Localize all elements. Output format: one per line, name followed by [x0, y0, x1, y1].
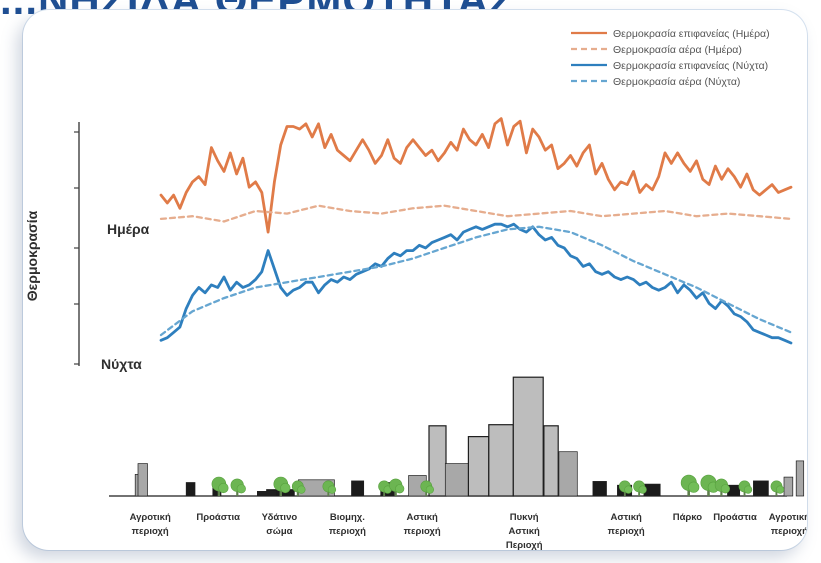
tree-trunk [327, 489, 330, 496]
zone-label-line: Αστική [611, 512, 643, 523]
legend-entry: Θερμοκρασία αέρα (Ημέρα) [613, 44, 742, 56]
legend-entry: Θερμοκρασία επιφανείας (Νύχτα) [613, 60, 768, 72]
water-body [257, 491, 276, 496]
tree-canopy [775, 485, 785, 494]
series-line-2 [159, 204, 793, 223]
zone-label: Πυκνή Αστική Περιοχή [506, 512, 543, 550]
zone-label-line: Βιομηχ. [330, 512, 365, 523]
tree-canopy [236, 484, 246, 494]
zone-label-line: Αγροτική [130, 512, 171, 523]
zone-label-line: Αστική [407, 512, 439, 523]
urban-heat-island-chart: Θερμοκρασία επιφανείας (Ημέρα) Θερμοκρασί… [24, 28, 807, 550]
night-label: Νύχτα [101, 356, 142, 372]
zone-label-line: περιοχή [329, 526, 366, 537]
tree-trunk [279, 488, 282, 496]
zone-label: Προάστια [713, 512, 757, 523]
zone-label-line: περιοχή [132, 526, 169, 537]
building [185, 482, 196, 497]
tree-trunk [638, 489, 641, 496]
building [428, 425, 447, 497]
city-profile-layer [109, 376, 805, 497]
tree-canopy [425, 485, 435, 494]
building [795, 460, 805, 497]
tree-canopy [280, 482, 291, 494]
zone-label: Υδάτινο σώμα [262, 512, 298, 537]
zone-label-line: Προάστια [196, 512, 240, 523]
zone-label-line: Υδάτινο [262, 512, 298, 523]
series-layer [159, 117, 793, 345]
zone-label-line: Πάρκο [673, 512, 703, 523]
tree-trunk [383, 489, 386, 496]
tree-canopy [624, 485, 633, 494]
building [783, 476, 794, 497]
tree-trunk [775, 489, 778, 496]
tree-trunk [296, 489, 299, 496]
tree-canopy [720, 484, 731, 494]
tree-canopy [297, 485, 306, 494]
series-line-3 [159, 222, 793, 345]
tree-trunk [394, 488, 397, 496]
zone-label-line: Προάστια [713, 512, 757, 523]
building [444, 463, 470, 497]
tree-trunk [743, 489, 746, 496]
day-label: Ημέρα [107, 221, 150, 237]
axis-layer [74, 122, 80, 366]
zone-label-line: περιοχή [771, 526, 807, 537]
legend: Θερμοκρασία επιφανείας (Ημέρα) Θερμοκρασί… [571, 28, 770, 88]
building [488, 424, 514, 497]
tree-trunk [217, 488, 221, 496]
zone-label: Αγροτική περιοχή [130, 512, 171, 537]
tree-trunk [707, 487, 710, 496]
building [543, 425, 559, 497]
series-line-4 [159, 225, 793, 337]
chart-panel: Θερμοκρασία επιφανείας (Ημέρα) Θερμοκρασί… [23, 10, 807, 550]
legend-entry: Θερμοκρασία επιφανείας (Ημέρα) [613, 28, 770, 40]
tree-trunk [425, 489, 428, 496]
zone-label: Αγροτική περιοχή [769, 512, 807, 537]
zone-label: Αστική περιοχή [608, 512, 645, 537]
y-axis-title: Θερμοκρασία [24, 210, 40, 301]
tree-canopy [688, 481, 700, 493]
tree-trunk [236, 488, 239, 496]
zone-label: Βιομηχ. περιοχή [329, 512, 366, 537]
zone-label-line: περιοχή [404, 526, 441, 537]
tree-canopy [743, 485, 753, 494]
building [592, 481, 607, 497]
zone-label-line: Περιοχή [506, 540, 543, 550]
tree-canopy [327, 485, 337, 494]
zone-label: Πάρκο [673, 512, 703, 523]
building [137, 463, 148, 497]
tree-trunk [720, 488, 723, 496]
series-line-1 [159, 117, 793, 234]
tree-canopy [638, 485, 647, 494]
zone-label-line: Αστική [509, 526, 541, 537]
building [512, 376, 544, 497]
tree-canopy [218, 482, 229, 494]
tree-trunk [687, 487, 690, 496]
zone-label-line: σώμα [266, 526, 292, 537]
building [753, 480, 769, 497]
building [467, 436, 490, 497]
legend-entry: Θερμοκρασία αέρα (Νύχτα) [613, 76, 740, 88]
tree-canopy [395, 484, 405, 494]
building [351, 480, 365, 497]
zone-label: Αστική περιοχή [404, 512, 441, 537]
labels-layer: Θερμοκρασία Ημέρα Νύχτα Αγροτική περιοχή Προά… [24, 210, 807, 550]
zone-label-line: Πυκνή [510, 512, 539, 523]
building [558, 451, 578, 497]
tree-trunk [623, 489, 626, 496]
zone-label-line: Αγροτική [769, 512, 807, 523]
zone-label-line: περιοχή [608, 526, 645, 537]
zone-label: Προάστια [196, 512, 240, 523]
